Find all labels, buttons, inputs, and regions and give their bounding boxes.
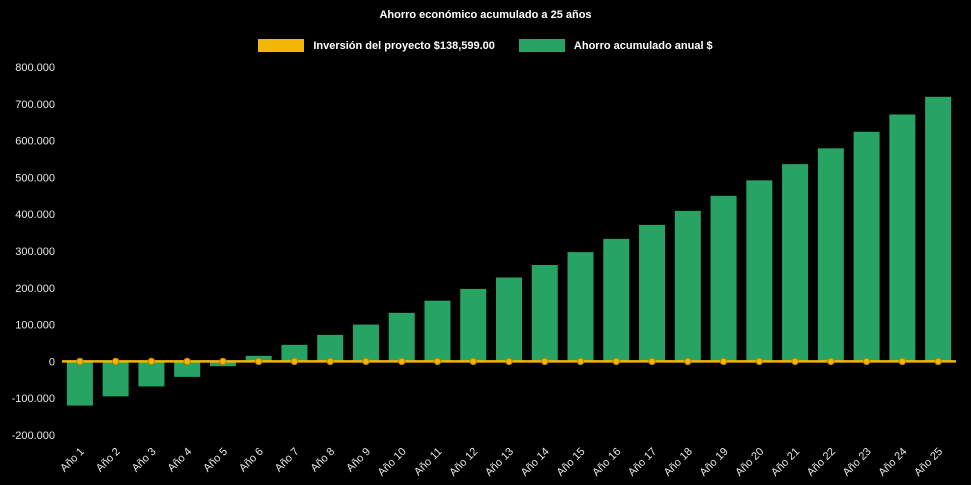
x-axis-tick-label: Año 9 [344,446,373,475]
y-axis-tick-label: 700.000 [15,99,55,111]
chart-legend: Inversión del proyecto $138,599.00 Ahorr… [0,39,971,52]
bar-año-18 [674,210,701,362]
investment-line-marker [612,357,620,366]
legend-swatch-savings [518,39,565,52]
bar-año-17 [639,224,666,362]
x-axis-tick-label: Año 7 [273,446,302,475]
x-axis-tick-label: Año 2 [94,446,123,475]
y-axis-tick-label: 800.000 [15,62,55,74]
x-axis-tick-label: Año 13 [483,446,516,479]
bar-año-20 [746,180,773,362]
investment-line-marker [183,357,191,366]
investment-line-marker [290,357,299,366]
x-axis-tick-label: Año 17 [626,446,659,479]
x-axis-tick-label: Año 3 [130,446,159,475]
bar-año-8 [317,334,344,362]
bar-año-14 [531,264,558,362]
x-axis-tick-label: Año 19 [698,446,731,479]
investment-line-marker [111,357,120,366]
bar-año-23 [853,131,880,362]
legend-item-investment: Inversión del proyecto $138,599.00 [258,39,495,52]
bar-año-4 [174,361,201,377]
investment-line-marker [219,357,227,366]
x-axis-tick-label: Año 1 [58,446,87,475]
investment-line-marker [469,357,477,366]
investment-line-marker [147,357,156,366]
bar-año-7 [281,344,308,362]
bar-año-1 [66,361,93,406]
bar-año-3 [138,361,165,387]
bar-año-12 [460,288,487,362]
x-axis-tick-label: Año 8 [309,446,338,475]
investment-line-marker [648,357,656,366]
investment-line-marker [791,357,799,366]
x-axis-tick-label: Año 15 [554,446,587,479]
investment-line-marker [433,357,442,366]
x-axis-tick-label: Año 11 [412,446,445,479]
investment-line-marker [576,357,585,366]
bar-año-13 [496,277,522,362]
x-axis-tick-label: Año 18 [662,446,695,479]
x-axis-tick-label: Año 10 [376,446,409,479]
investment-line-marker [898,357,907,366]
investment-line-marker [684,357,692,366]
y-axis-tick-label: 500.000 [15,172,55,184]
bar-año-15 [567,252,594,362]
y-axis-tick-label: -100.000 [12,393,55,405]
x-axis-tick-label: Año 22 [805,446,838,479]
x-axis-tick-label: Año 6 [237,446,266,475]
investment-line-marker [398,357,406,366]
bar-año-25 [925,96,952,362]
investment-line-marker [719,357,728,366]
investment-line-marker [934,357,942,366]
bar-año-2 [102,361,129,397]
investment-line-marker [505,357,513,366]
bar-año-24 [889,114,916,362]
y-axis-tick-label: 300.000 [15,246,55,258]
legend-label-investment: Inversión del proyecto $138,599.00 [313,39,495,52]
bar-año-10 [388,312,415,362]
investment-line-marker [755,357,764,366]
x-axis-tick-label: Año 23 [841,446,874,479]
bar-año-21 [782,164,809,362]
y-axis-tick-label: 200.000 [15,283,55,295]
investment-line-marker [862,357,871,366]
y-axis-tick-label: 100.000 [15,320,55,332]
x-axis-tick-label: Año 21 [769,446,802,479]
chart-title: Ahorro económico acumulado a 25 años [379,9,592,21]
legend-swatch-investment [258,39,305,52]
x-axis-tick-label: Año 25 [912,446,945,479]
x-axis-tick-label: Año 24 [876,446,909,479]
bar-año-9 [352,324,379,362]
bar-año-22 [817,148,844,362]
y-axis-tick-label: 400.000 [15,209,55,221]
investment-line-marker [827,357,835,366]
x-axis-tick-label: Año 4 [165,446,194,475]
bar-año-11 [424,300,451,362]
investment-line-marker [76,357,84,366]
x-axis-tick-label: Año 5 [201,446,230,475]
investment-line-marker [541,357,549,366]
investment-line-marker [362,357,370,366]
x-axis-tick-label: Año 16 [590,446,623,479]
y-axis-tick-label: -200.000 [12,430,55,442]
investment-line-marker [326,357,334,366]
y-axis-tick-label: 0 [49,356,55,368]
x-axis-tick-label: Año 12 [447,446,480,479]
x-axis-tick-label: Año 20 [733,446,766,479]
x-axis-tick-label: Año 14 [519,446,552,479]
y-axis-tick-label: 600.000 [15,136,55,148]
bar-año-16 [603,238,630,362]
bar-año-19 [710,195,737,362]
legend-label-savings: Ahorro acumulado anual $ [573,39,713,52]
investment-line-marker [254,357,263,366]
legend-item-savings: Ahorro acumulado anual $ [518,39,713,52]
